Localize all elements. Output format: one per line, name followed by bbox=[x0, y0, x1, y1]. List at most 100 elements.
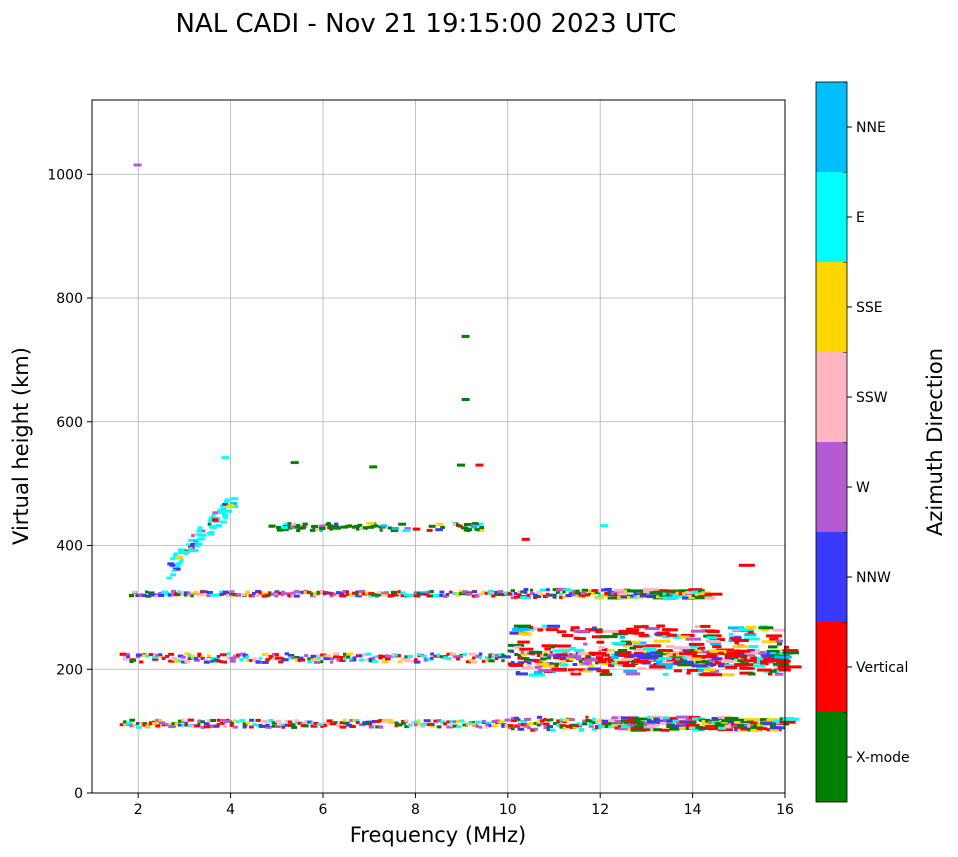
trace-echo bbox=[229, 590, 235, 594]
trace-echo bbox=[747, 653, 755, 657]
x-tick-label: 2 bbox=[134, 802, 143, 818]
trace-echo bbox=[488, 655, 495, 659]
trace-echo bbox=[281, 723, 287, 727]
cluster-echo bbox=[699, 673, 713, 677]
trace-echo bbox=[394, 653, 400, 657]
trace-echo bbox=[429, 590, 434, 593]
trace-echo bbox=[200, 590, 207, 594]
trace-echo bbox=[555, 590, 561, 594]
cluster-echo bbox=[744, 651, 759, 655]
trace-echo bbox=[769, 724, 776, 728]
trace-echo bbox=[226, 719, 232, 723]
trace-echo bbox=[213, 658, 220, 662]
trace-echo bbox=[588, 722, 594, 726]
cluster-echo bbox=[733, 639, 749, 642]
trace-echo bbox=[355, 594, 362, 598]
trace-echo bbox=[511, 661, 515, 664]
trace-echo bbox=[562, 595, 567, 599]
trace-echo bbox=[581, 594, 586, 598]
cluster-echo bbox=[767, 672, 773, 676]
colorbar-segment bbox=[816, 82, 847, 172]
trace-echo bbox=[724, 664, 741, 668]
trace-echo bbox=[598, 723, 605, 727]
trace-echo bbox=[507, 726, 512, 730]
x-tick-label: 10 bbox=[499, 802, 517, 818]
trace-echo bbox=[546, 725, 554, 729]
trace-echo bbox=[485, 656, 492, 660]
trace-echo bbox=[310, 592, 316, 596]
trace-echo bbox=[511, 650, 515, 654]
trace-echo bbox=[180, 592, 185, 596]
trace-echo bbox=[181, 723, 187, 727]
trace-echo bbox=[520, 719, 527, 723]
trace-echo bbox=[171, 724, 176, 728]
cluster-echo bbox=[589, 657, 595, 661]
cluster-echo bbox=[328, 524, 334, 528]
cluster-echo bbox=[592, 626, 597, 630]
cluster-echo bbox=[598, 646, 606, 649]
trace-echo bbox=[207, 724, 214, 728]
trace-echo bbox=[368, 725, 375, 729]
cluster-echo bbox=[169, 563, 176, 567]
trace-echo bbox=[705, 657, 713, 661]
trace-echo bbox=[701, 722, 716, 726]
trace-echo bbox=[152, 657, 159, 661]
trace-echo bbox=[611, 716, 624, 720]
cluster-echo bbox=[542, 664, 555, 668]
cluster-echo bbox=[223, 516, 228, 519]
trace-echo bbox=[293, 594, 300, 598]
trace-echo bbox=[549, 718, 554, 722]
trace-echo bbox=[232, 593, 238, 596]
trace-echo bbox=[559, 595, 564, 599]
trace-echo bbox=[203, 722, 210, 726]
colorbar-category-label: NNW bbox=[856, 570, 891, 586]
trace-echo bbox=[174, 660, 181, 663]
trace-echo bbox=[252, 657, 258, 661]
cluster-echo bbox=[519, 647, 534, 651]
trace-echo bbox=[410, 721, 415, 725]
trace-echo bbox=[245, 658, 251, 662]
cluster-echo bbox=[283, 522, 290, 526]
cluster-echo bbox=[452, 522, 456, 526]
trace-echo bbox=[291, 725, 297, 729]
trace-echo bbox=[239, 658, 244, 662]
cluster-echo bbox=[691, 629, 705, 633]
trace-echo bbox=[181, 660, 187, 664]
trace-echo bbox=[271, 724, 277, 728]
trace-echo bbox=[181, 718, 185, 722]
trace-echo bbox=[704, 596, 716, 600]
cluster-echo bbox=[196, 529, 204, 533]
trace-echo bbox=[773, 662, 790, 666]
trace-echo bbox=[368, 657, 375, 661]
cluster-echo bbox=[460, 526, 468, 530]
cluster-echo bbox=[295, 523, 301, 527]
cluster-echo bbox=[644, 627, 660, 631]
trace-echo bbox=[404, 655, 409, 659]
trace-echo bbox=[326, 654, 331, 658]
cluster-echo bbox=[230, 502, 238, 506]
cluster-echo bbox=[691, 664, 708, 668]
trace-echo bbox=[320, 660, 324, 664]
cluster-echo bbox=[622, 644, 628, 648]
trace-echo bbox=[167, 593, 174, 597]
trace-echo bbox=[307, 657, 314, 661]
trace-echo bbox=[375, 655, 381, 659]
trace-echo bbox=[271, 652, 277, 656]
cluster-echo bbox=[709, 638, 725, 642]
cluster-echo bbox=[744, 633, 757, 637]
trace-echo bbox=[714, 724, 726, 728]
cluster-echo bbox=[626, 627, 634, 631]
trace-echo bbox=[181, 655, 186, 659]
cluster-echo bbox=[774, 655, 792, 659]
cluster-echo bbox=[180, 559, 184, 562]
cluster-echo bbox=[655, 650, 664, 654]
trace-echo bbox=[773, 726, 786, 730]
trace-echo bbox=[135, 653, 143, 657]
cluster-echo bbox=[777, 665, 790, 669]
trace-echo bbox=[663, 716, 670, 720]
cluster-echo bbox=[634, 658, 649, 662]
cluster-echo bbox=[718, 651, 724, 655]
colorbar-label: Azimuth Direction bbox=[923, 348, 947, 536]
trace-echo bbox=[478, 652, 483, 656]
